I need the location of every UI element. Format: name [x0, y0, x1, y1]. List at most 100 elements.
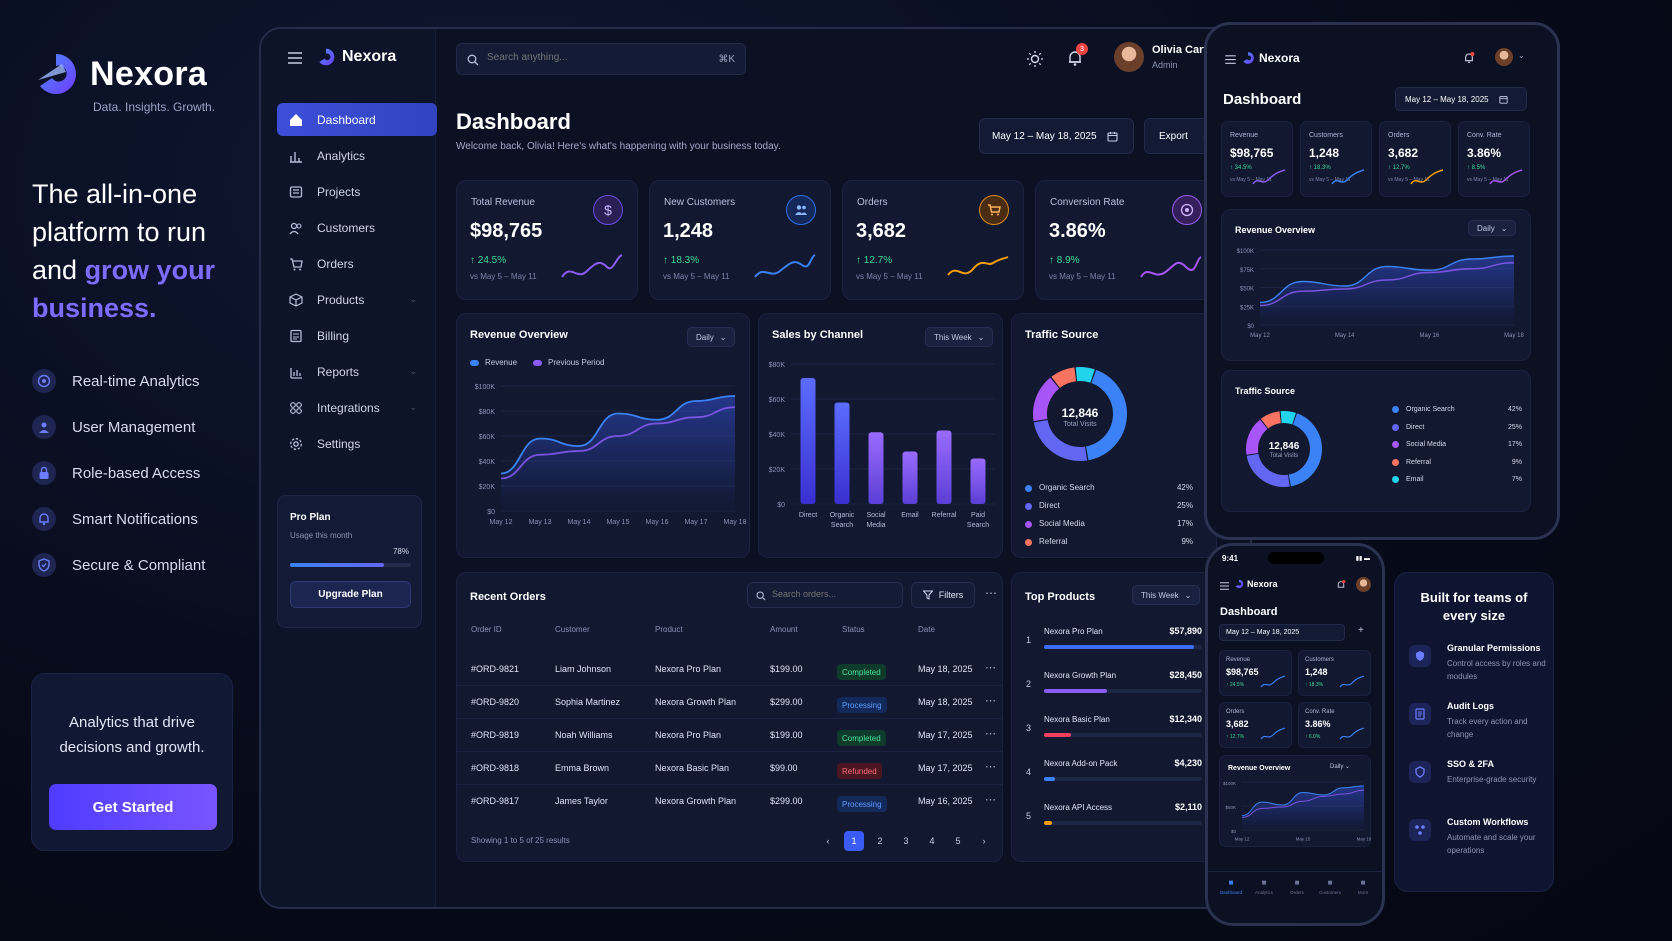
prev-page-button[interactable]: ‹: [826, 836, 830, 846]
period-select[interactable]: This Week ⌄: [1132, 585, 1201, 605]
get-started-button[interactable]: Get Started: [49, 784, 217, 830]
nav-analytics[interactable]: Analytics: [277, 139, 437, 172]
phone-kpi-card[interactable]: Revenue $98,765 ↑ 24.5%: [1219, 650, 1292, 696]
table-row[interactable]: #ORD-9818 Emma Brown Nexora Basic Plan $99.…: [457, 752, 1002, 785]
row-actions-icon[interactable]: ⋯: [985, 662, 996, 674]
phone-tab[interactable]: ■ Customers: [1315, 878, 1345, 895]
nav-customers[interactable]: Customers: [277, 211, 437, 244]
table-row[interactable]: #ORD-9819 Noah Williams Nexora Pro Plan $19…: [457, 719, 1002, 752]
page-button[interactable]: 4: [929, 836, 935, 846]
bar[interactable]: [800, 378, 816, 504]
page-button[interactable]: 5: [955, 836, 961, 846]
user-name[interactable]: Olivia Carter: [1152, 44, 1218, 56]
column-header[interactable]: Amount: [770, 625, 798, 634]
sun-icon[interactable]: [1026, 50, 1044, 68]
date-range-picker[interactable]: May 12 – May 18, 2025: [1219, 624, 1345, 641]
donut-slice[interactable]: [1085, 369, 1127, 461]
product-row[interactable]: 4 Nexora Add-on Pack $4,230: [1012, 753, 1216, 797]
kpi-card-conversion[interactable]: Conversion Rate 3.86% ↑ 8.9% vs May 5 – …: [1035, 180, 1217, 300]
sidebar-brand[interactable]: Nexora: [316, 47, 396, 67]
filters-button[interactable]: Filters: [911, 582, 975, 608]
donut-slice[interactable]: [1288, 413, 1322, 487]
period-select[interactable]: Daily ⌄: [1330, 764, 1351, 770]
avatar[interactable]: [1356, 577, 1371, 592]
bar[interactable]: [834, 402, 850, 505]
date-range-picker[interactable]: May 12 – May 18, 2025: [1395, 87, 1527, 111]
bar[interactable]: [936, 430, 952, 505]
column-header[interactable]: Order ID: [471, 625, 502, 634]
donut-slice[interactable]: [1075, 367, 1095, 383]
product-row[interactable]: 3 Nexora Basic Plan $12,340: [1012, 709, 1216, 753]
phone-kpi-card[interactable]: Customers 1,248 ↑ 18.3%: [1298, 650, 1371, 696]
phone-tab[interactable]: ■ Dashboard: [1216, 878, 1246, 895]
upgrade-plan-button[interactable]: Upgrade Plan: [290, 581, 411, 608]
kpi-card-customers[interactable]: New Customers 1,248 ↑ 18.3% vs May 5 – M…: [649, 180, 831, 300]
tablet-kpi-card[interactable]: Orders 3,682 ↑ 12.7% vs May 5 – May 11: [1379, 121, 1451, 197]
phone-tab[interactable]: ■ Analytics: [1249, 878, 1279, 895]
column-header[interactable]: Date: [918, 625, 935, 634]
row-actions-icon[interactable]: ⋯: [985, 695, 996, 707]
row-actions-icon[interactable]: ⋯: [985, 728, 996, 740]
row-actions-icon[interactable]: ⋯: [985, 794, 996, 806]
nav-billing[interactable]: Billing: [277, 319, 437, 352]
donut-slice[interactable]: [1246, 453, 1290, 487]
period-select[interactable]: This Week ⌄: [925, 327, 994, 347]
page-button[interactable]: 2: [877, 836, 883, 846]
nav-integrations[interactable]: Integrations ⌄: [277, 391, 437, 424]
product-row[interactable]: 2 Nexora Growth Plan $28,450: [1012, 665, 1216, 709]
kpi-card-revenue[interactable]: Total Revenue $98,765 ↑ 24.5% vs May 5 –…: [456, 180, 638, 300]
avatar[interactable]: [1114, 42, 1144, 72]
menu-icon[interactable]: [1220, 582, 1229, 590]
notifications-button[interactable]: 3: [1066, 43, 1088, 72]
bell-icon[interactable]: [1463, 52, 1475, 64]
kpi-card-orders[interactable]: Orders 3,682 ↑ 12.7% vs May 5 – May 11: [842, 180, 1024, 300]
next-page-button[interactable]: ›: [982, 836, 986, 846]
table-row[interactable]: #ORD-9817 James Taylor Nexora Growth Plan $…: [457, 785, 1002, 817]
column-header[interactable]: Status: [842, 625, 865, 634]
nav-settings[interactable]: Settings: [277, 427, 437, 460]
phone-kpi-card[interactable]: Orders 3,682 ↑ 12.7%: [1219, 702, 1292, 748]
chevron-down-icon[interactable]: ⌄: [1518, 51, 1525, 60]
product-row[interactable]: 5 Nexora API Access $2,110: [1012, 797, 1216, 841]
donut-slice[interactable]: [1280, 411, 1296, 425]
search-input[interactable]: [487, 52, 687, 63]
donut-slice[interactable]: [1051, 367, 1077, 389]
donut-slice[interactable]: [1033, 419, 1088, 461]
nav-orders[interactable]: Orders: [277, 247, 437, 280]
page-button[interactable]: 3: [903, 836, 909, 846]
donut-slice[interactable]: [1033, 377, 1060, 422]
avatar[interactable]: [1495, 48, 1513, 66]
table-row[interactable]: #ORD-9821 Liam Johnson Nexora Pro Plan $199…: [457, 653, 1002, 686]
period-select[interactable]: Daily ⌄: [1468, 220, 1517, 236]
menu-icon[interactable]: [288, 51, 302, 69]
nav-projects[interactable]: Projects: [277, 175, 437, 208]
phone-tab[interactable]: ■ More: [1348, 878, 1378, 895]
period-select[interactable]: Daily ⌄: [687, 327, 736, 347]
tablet-kpi-card[interactable]: Customers 1,248 ↑ 18.3% vs May 5 – May 11: [1300, 121, 1372, 197]
product-row[interactable]: 1 Nexora Pro Plan $57,890: [1012, 621, 1216, 665]
orders-search-input[interactable]: [772, 589, 892, 599]
page-button[interactable]: 1: [844, 831, 864, 851]
column-header[interactable]: Product: [655, 625, 683, 634]
nav-dashboard[interactable]: Dashboard: [277, 103, 437, 136]
date-range-picker[interactable]: May 12 – May 18, 2025: [979, 118, 1134, 154]
phone-tab[interactable]: ■ Orders: [1282, 878, 1312, 895]
nav-reports[interactable]: Reports ⌄: [277, 355, 437, 388]
column-header[interactable]: Customer: [555, 625, 590, 634]
menu-icon[interactable]: [1225, 55, 1236, 64]
more-options-icon[interactable]: ⋯: [985, 586, 997, 600]
add-icon[interactable]: +: [1358, 625, 1364, 636]
bell-icon[interactable]: [1336, 580, 1346, 590]
donut-slice[interactable]: [1246, 419, 1268, 455]
orders-search[interactable]: [747, 582, 903, 608]
row-actions-icon[interactable]: ⋯: [985, 761, 996, 773]
nav-products[interactable]: Products ⌄: [277, 283, 437, 316]
donut-slice[interactable]: [1260, 411, 1282, 429]
search-bar[interactable]: ⌘K: [456, 43, 746, 75]
tablet-kpi-card[interactable]: Conv. Rate 3.86% ↑ 8.5% vs May 5 – May 11: [1458, 121, 1530, 197]
bar[interactable]: [970, 458, 986, 505]
tablet-kpi-card[interactable]: Revenue $98,765 ↑ 34.5% vs May 5 – May 11: [1221, 121, 1293, 197]
table-row[interactable]: #ORD-9820 Sophia Martinez Nexora Growth Pl…: [457, 686, 1002, 719]
bar[interactable]: [868, 432, 884, 504]
phone-kpi-card[interactable]: Conv. Rate 3.86% ↑ 6.0%: [1298, 702, 1371, 748]
